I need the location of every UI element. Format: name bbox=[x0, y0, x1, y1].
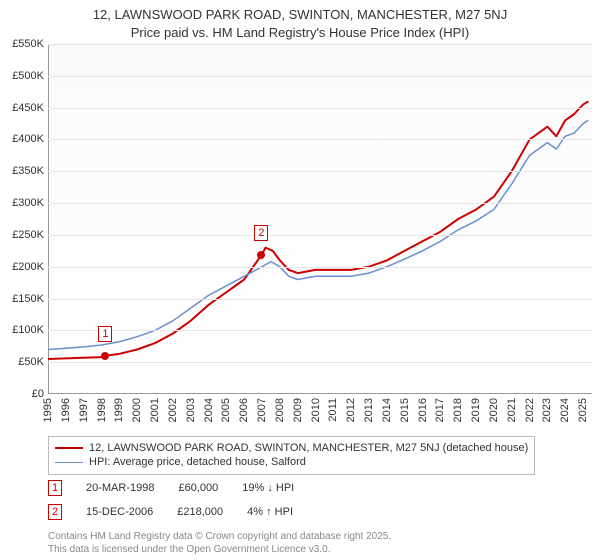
plot-area: £0£50K£100K£150K£200K£250K£300K£350K£400… bbox=[48, 44, 592, 394]
annotation-pct-1: 19% ↓ HPI bbox=[242, 482, 294, 494]
y-tick-label: £450K bbox=[12, 102, 44, 114]
x-tick-label: 2016 bbox=[417, 398, 429, 422]
y-gridline bbox=[48, 330, 592, 331]
y-tick-label: £100K bbox=[12, 324, 44, 336]
legend-swatch-hpi bbox=[55, 462, 83, 463]
x-tick-label: 2012 bbox=[345, 398, 357, 422]
annotation-date-1: 20-MAR-1998 bbox=[86, 482, 154, 494]
annotation-row-2: 2 15-DEC-2006 £218,000 4% ↑ HPI bbox=[48, 504, 293, 520]
y-gridline bbox=[48, 235, 592, 236]
x-tick-label: 2021 bbox=[506, 398, 518, 422]
marker-badge-2: 2 bbox=[48, 504, 62, 520]
footer-line-1: Contains HM Land Registry data © Crown c… bbox=[48, 531, 391, 544]
x-tick-label: 2024 bbox=[559, 398, 571, 422]
marker-badge-1: 1 bbox=[48, 480, 62, 496]
x-tick-label: 2019 bbox=[470, 398, 482, 422]
line-series-svg bbox=[48, 44, 592, 394]
x-tick-label: 2005 bbox=[220, 398, 232, 422]
x-tick-label: 2001 bbox=[149, 398, 161, 422]
annotation-row-1: 1 20-MAR-1998 £60,000 19% ↓ HPI bbox=[48, 480, 294, 496]
x-tick-label: 2008 bbox=[274, 398, 286, 422]
x-tick-label: 2018 bbox=[452, 398, 464, 422]
y-gridline bbox=[48, 171, 592, 172]
x-tick-label: 1995 bbox=[42, 398, 54, 422]
x-tick-label: 2014 bbox=[381, 398, 393, 422]
x-tick-label: 2020 bbox=[488, 398, 500, 422]
marker-point-2 bbox=[257, 251, 265, 259]
x-tick-label: 2002 bbox=[167, 398, 179, 422]
x-tick-label: 2022 bbox=[524, 398, 536, 422]
x-tick-label: 2009 bbox=[292, 398, 304, 422]
y-gridline bbox=[48, 267, 592, 268]
x-tick-label: 1999 bbox=[113, 398, 125, 422]
y-gridline bbox=[48, 44, 592, 45]
y-gridline bbox=[48, 76, 592, 77]
annotation-price-2: £218,000 bbox=[177, 506, 223, 518]
y-tick-label: £50K bbox=[18, 356, 44, 368]
y-gridline bbox=[48, 362, 592, 363]
y-tick-label: £400K bbox=[12, 133, 44, 145]
annotation-pct-2: 4% ↑ HPI bbox=[247, 506, 293, 518]
x-tick-label: 2023 bbox=[541, 398, 553, 422]
x-tick-label: 2007 bbox=[256, 398, 268, 422]
annotation-date-2: 15-DEC-2006 bbox=[86, 506, 153, 518]
y-tick-label: £500K bbox=[12, 70, 44, 82]
x-tick-label: 2004 bbox=[203, 398, 215, 422]
footer-block: Contains HM Land Registry data © Crown c… bbox=[48, 531, 391, 556]
x-tick-label: 2010 bbox=[310, 398, 322, 422]
marker-box-2: 2 bbox=[254, 225, 268, 241]
legend-swatch-subject bbox=[55, 447, 83, 449]
y-gridline bbox=[48, 139, 592, 140]
y-gridline bbox=[48, 203, 592, 204]
x-tick-label: 1997 bbox=[78, 398, 90, 422]
y-tick-label: £550K bbox=[12, 38, 44, 50]
x-tick-label: 2000 bbox=[131, 398, 143, 422]
y-tick-label: £150K bbox=[12, 293, 44, 305]
legend-row-hpi: HPI: Average price, detached house, Salf… bbox=[55, 455, 528, 469]
y-tick-label: £300K bbox=[12, 197, 44, 209]
annotation-price-1: £60,000 bbox=[178, 482, 218, 494]
x-tick-label: 2006 bbox=[238, 398, 250, 422]
title-block: 12, LAWNSWOOD PARK ROAD, SWINTON, MANCHE… bbox=[0, 0, 600, 41]
legend-label-hpi: HPI: Average price, detached house, Salf… bbox=[89, 455, 306, 469]
footer-line-2: This data is licensed under the Open Gov… bbox=[48, 544, 391, 557]
legend-row-subject: 12, LAWNSWOOD PARK ROAD, SWINTON, MANCHE… bbox=[55, 441, 528, 455]
legend-box: 12, LAWNSWOOD PARK ROAD, SWINTON, MANCHE… bbox=[48, 436, 535, 475]
x-tick-label: 2025 bbox=[577, 398, 589, 422]
x-tick-label: 2017 bbox=[434, 398, 446, 422]
x-tick-label: 2015 bbox=[399, 398, 411, 422]
marker-point-1 bbox=[101, 352, 109, 360]
title-line-1: 12, LAWNSWOOD PARK ROAD, SWINTON, MANCHE… bbox=[0, 6, 600, 24]
x-tick-label: 2013 bbox=[363, 398, 375, 422]
y-gridline bbox=[48, 108, 592, 109]
y-tick-label: £200K bbox=[12, 261, 44, 273]
legend-label-subject: 12, LAWNSWOOD PARK ROAD, SWINTON, MANCHE… bbox=[89, 441, 528, 455]
chart-container: 12, LAWNSWOOD PARK ROAD, SWINTON, MANCHE… bbox=[0, 0, 600, 560]
x-tick-label: 1996 bbox=[60, 398, 72, 422]
y-gridline bbox=[48, 299, 592, 300]
y-tick-label: £350K bbox=[12, 165, 44, 177]
x-tick-label: 2011 bbox=[327, 398, 339, 422]
marker-box-1: 1 bbox=[98, 326, 112, 342]
title-line-2: Price paid vs. HM Land Registry's House … bbox=[0, 24, 600, 42]
y-tick-label: £250K bbox=[12, 229, 44, 241]
x-tick-label: 2003 bbox=[185, 398, 197, 422]
x-tick-label: 1998 bbox=[96, 398, 108, 422]
